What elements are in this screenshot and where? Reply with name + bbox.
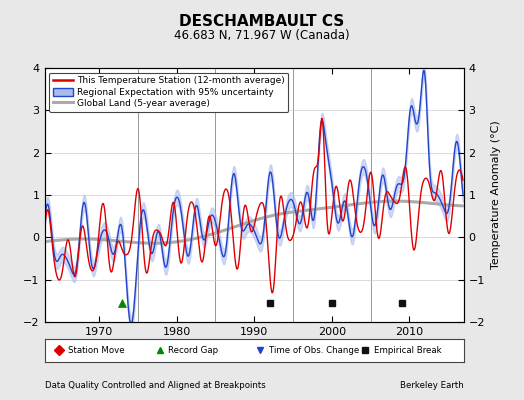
Text: Berkeley Earth: Berkeley Earth xyxy=(400,381,464,390)
Text: 46.683 N, 71.967 W (Canada): 46.683 N, 71.967 W (Canada) xyxy=(174,29,350,42)
Text: DESCHAMBAULT CS: DESCHAMBAULT CS xyxy=(179,14,345,29)
Text: Data Quality Controlled and Aligned at Breakpoints: Data Quality Controlled and Aligned at B… xyxy=(45,381,265,390)
Text: Empirical Break: Empirical Break xyxy=(374,346,441,355)
Text: Record Gap: Record Gap xyxy=(168,346,219,355)
Y-axis label: Temperature Anomaly (°C): Temperature Anomaly (°C) xyxy=(490,121,500,269)
Legend: This Temperature Station (12-month average), Regional Expectation with 95% uncer: This Temperature Station (12-month avera… xyxy=(49,72,288,112)
Text: Station Move: Station Move xyxy=(68,346,124,355)
Text: Time of Obs. Change: Time of Obs. Change xyxy=(269,346,359,355)
